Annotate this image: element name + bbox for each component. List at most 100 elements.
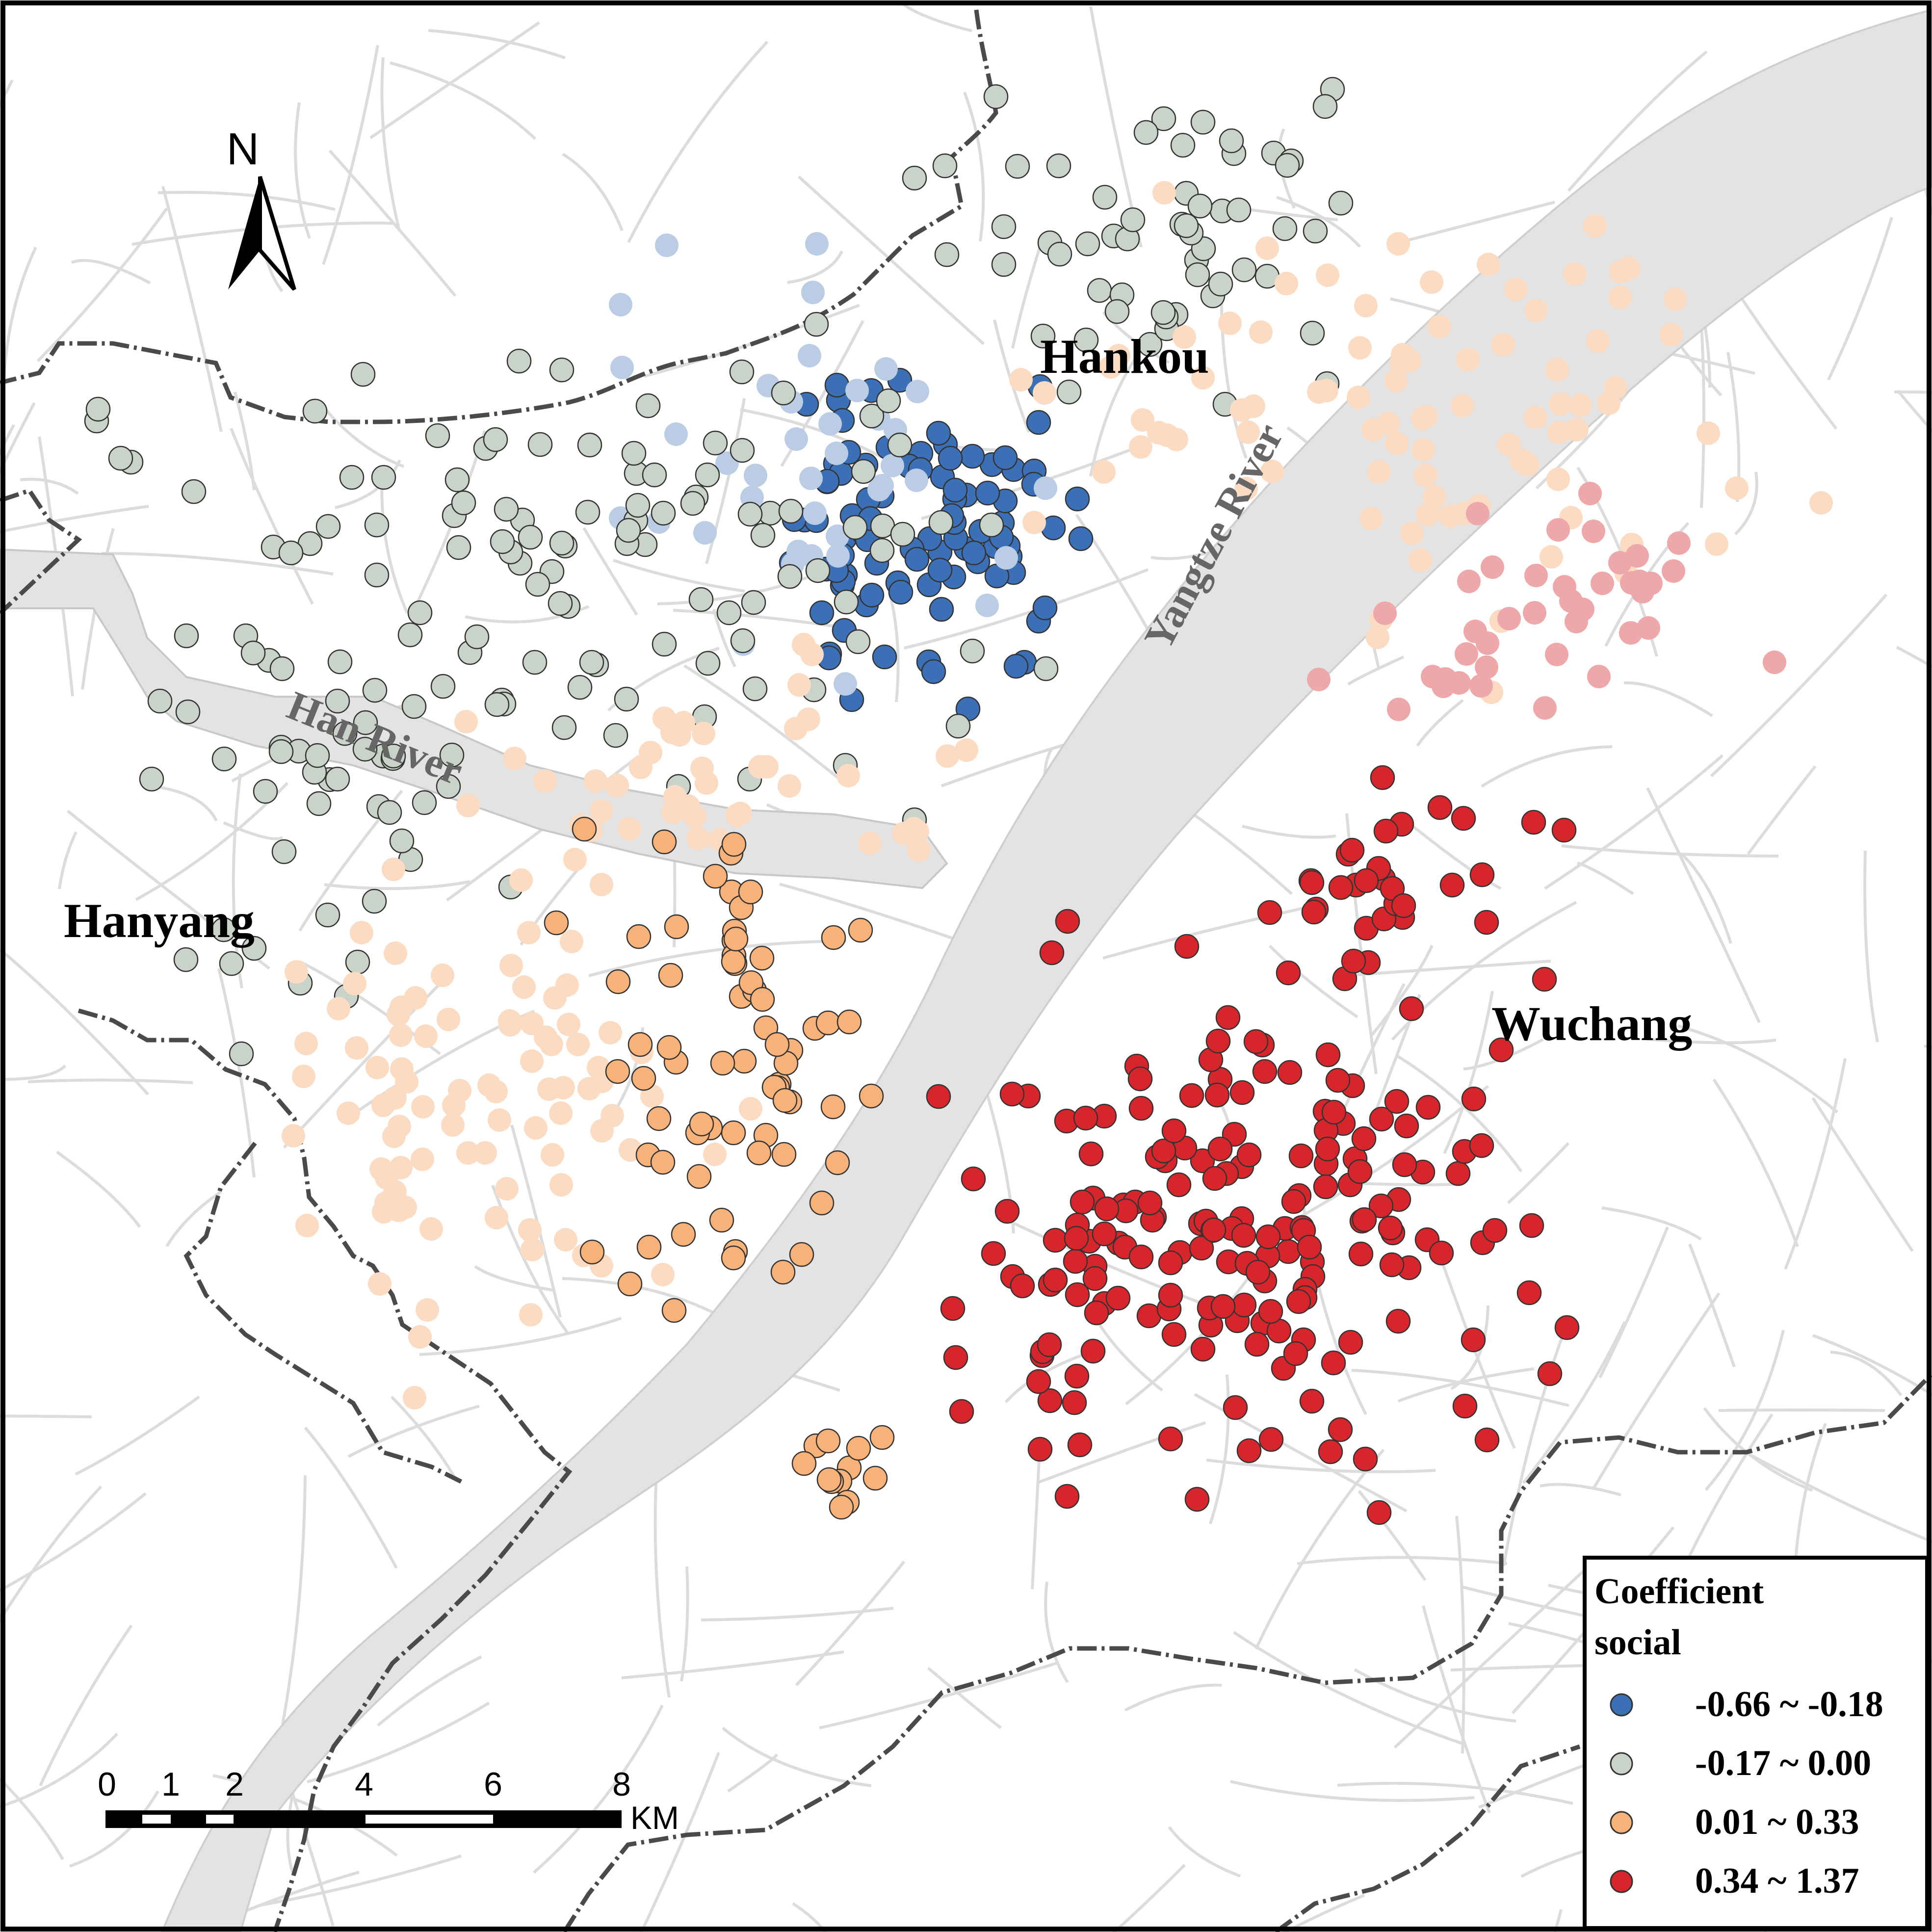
sample-point (1488, 1037, 1514, 1063)
sample-point (563, 848, 587, 871)
sample-point (605, 774, 629, 797)
sample-point (656, 1035, 682, 1060)
sample-point (655, 234, 679, 257)
sample-point (1378, 1215, 1403, 1241)
sample-point (771, 1142, 797, 1167)
sample-point (1451, 806, 1476, 831)
road-segment (369, 21, 540, 139)
sample-point (551, 1076, 575, 1099)
sample-point (1387, 698, 1410, 721)
road-segment (797, 175, 985, 345)
sample-point (1516, 1280, 1542, 1305)
road-segment (157, 190, 336, 211)
sample-point (1547, 420, 1571, 444)
sample-point (750, 987, 775, 1012)
sample-point (1524, 406, 1547, 429)
sample-point (388, 1115, 411, 1138)
road-segment (0, 1414, 92, 1418)
sample-point (371, 465, 396, 490)
road-segment (58, 831, 78, 889)
road-segment (683, 664, 839, 780)
road-segment (1297, 1556, 1508, 1565)
sample-point (315, 902, 340, 928)
sample-point (389, 1023, 413, 1047)
sample-point (859, 1083, 884, 1109)
sample-point (1043, 1227, 1068, 1253)
sample-point (407, 600, 433, 626)
sample-point (798, 344, 821, 367)
sample-point (431, 964, 454, 987)
sample-point (809, 1190, 835, 1216)
sample-point (1328, 875, 1354, 900)
sample-point (778, 774, 801, 798)
north-arrow: N (227, 124, 296, 291)
scale-segment-2 (206, 1815, 234, 1824)
sample-point (1226, 197, 1252, 223)
sample-point (590, 873, 613, 896)
sample-point (1315, 379, 1338, 402)
road-segment (1567, 50, 1708, 192)
sample-point (906, 820, 929, 843)
sample-point (680, 491, 705, 516)
sample-point (943, 1345, 968, 1370)
road-segment (150, 784, 218, 822)
sample-point (818, 412, 842, 436)
sample-point (555, 973, 579, 997)
sample-point (672, 711, 695, 734)
road-segment (640, 1751, 720, 1932)
sample-point (1540, 545, 1563, 569)
sample-point (1231, 257, 1257, 283)
sample-point (1457, 570, 1481, 593)
sample-point (1152, 181, 1176, 205)
road-segment (1358, 1490, 1427, 1581)
sample-point (1549, 392, 1572, 416)
sample-point (904, 547, 930, 572)
sample-point (1423, 485, 1446, 509)
sample-point (663, 785, 687, 809)
sample-point (1005, 154, 1030, 179)
road-segment (0, 1492, 147, 1593)
road-segment (1522, 1321, 1626, 1484)
sample-point (503, 747, 526, 770)
sample-point (1497, 607, 1521, 630)
sample-point (1043, 1267, 1068, 1293)
sample-point (1208, 271, 1233, 297)
sample-point (1037, 1388, 1063, 1413)
sample-points (84, 77, 1833, 1525)
sample-point (1316, 263, 1339, 287)
sample-point (825, 442, 848, 465)
road-segment (701, 1607, 894, 1621)
sample-point (845, 379, 869, 402)
sample-point (646, 1106, 672, 1131)
sample-point (1133, 120, 1159, 145)
sample-point (738, 879, 763, 905)
road-segment (71, 259, 151, 285)
scale-tick-6: 6 (484, 1766, 502, 1803)
sample-point (560, 930, 583, 953)
sample-point (554, 1228, 577, 1252)
sample-point (890, 522, 915, 547)
sample-point (1578, 482, 1602, 505)
sample-point (268, 739, 294, 764)
sample-point (295, 1214, 319, 1237)
sample-point (1062, 1390, 1087, 1415)
sample-point (1414, 464, 1437, 487)
sample-point (1348, 1241, 1374, 1267)
road-segment (1455, 1515, 1465, 1754)
sample-point (1391, 893, 1416, 918)
road-segment (1623, 681, 1713, 717)
sample-point (1347, 1159, 1373, 1184)
sample-point (874, 357, 898, 381)
sample-point (1341, 948, 1366, 974)
sample-point (484, 1080, 508, 1103)
sample-point (577, 432, 602, 458)
sample-point (1129, 435, 1152, 459)
sample-point (1094, 1196, 1120, 1222)
sample-point (642, 462, 667, 488)
sample-point (1105, 1285, 1131, 1311)
sample-point (1619, 621, 1643, 645)
sample-point (1439, 872, 1465, 898)
road-segment (993, 319, 1030, 433)
sample-point (961, 540, 987, 566)
sample-point (1469, 674, 1493, 698)
